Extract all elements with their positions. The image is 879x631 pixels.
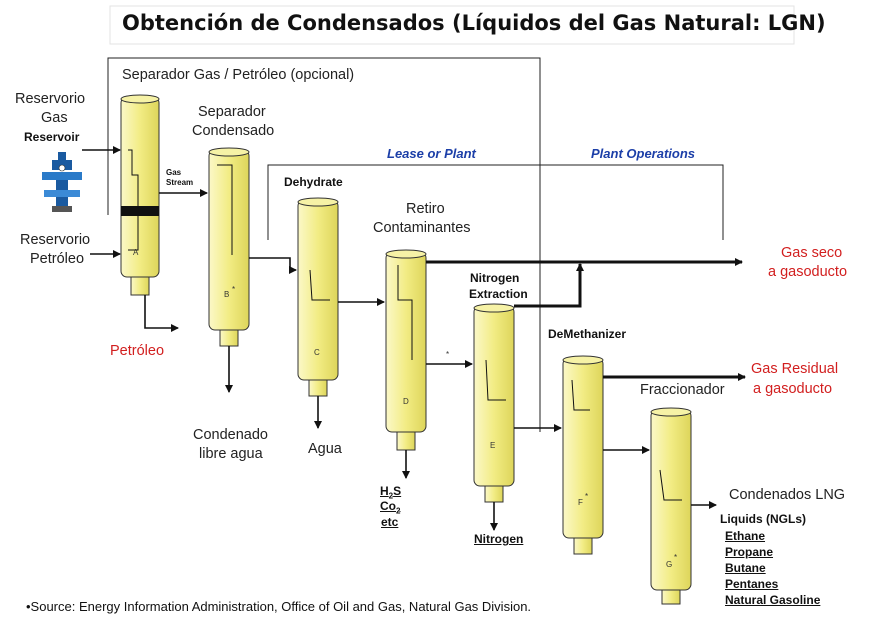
nitrogen-label: Nitrogen	[474, 532, 524, 546]
vessel-a	[120, 94, 160, 296]
vessel-letter-g: G	[666, 560, 673, 569]
vessel-star-b: *	[232, 285, 236, 294]
vessel-letter-b: B	[224, 290, 230, 299]
liquid-propane: Propane	[725, 545, 774, 559]
liquid-natural-gasoline: Natural Gasoline	[725, 593, 821, 607]
dehydrate-label: Dehydrate	[284, 175, 343, 189]
condensados-lng-label: Condenados LNG	[729, 487, 846, 503]
retiro-label-2: Contaminantes	[373, 220, 471, 236]
co2-subscript: 2	[396, 506, 401, 516]
wellhead-icon	[42, 152, 82, 212]
reservoir-gas-label-1: Reservorio	[15, 91, 86, 107]
demethanizer-label: DeMethanizer	[548, 327, 627, 341]
lease-or-plant-label: Lease or Plant	[387, 146, 476, 161]
fraccionador-label: Fraccionador	[640, 382, 725, 398]
page-title: Obtención de Condensados (Líquidos del G…	[122, 11, 826, 35]
nitrogen-extraction-label-1: Nitrogen	[470, 271, 520, 285]
reservoir-oil-label-2: Petróleo	[30, 251, 85, 267]
plant-operations-label: Plant Operations	[591, 146, 696, 161]
title-box	[109, 5, 795, 45]
vessel-star-f: *	[585, 492, 589, 501]
vessel-star-g: *	[674, 553, 678, 562]
gas-stream-label-1: Gas	[166, 168, 182, 177]
separator-group-label: Separador Gas / Petróleo (opcional)	[122, 67, 355, 83]
source-note: •Source: Energy Information Administrati…	[26, 599, 532, 614]
etc-label: etc	[381, 515, 399, 529]
vessel-letter-a: A	[133, 248, 139, 257]
retiro-label-1: Retiro	[406, 201, 445, 217]
reservoir-gas-label-2: Gas	[41, 110, 68, 126]
gas-seco-label-2: a gasoducto	[768, 264, 848, 280]
gas-stream-label-2: Stream	[166, 178, 194, 187]
petroleo-label: Petróleo	[110, 343, 165, 359]
vessel-c	[297, 197, 339, 397]
vessel-letter-f: F	[578, 498, 583, 507]
vessel-f	[562, 355, 604, 555]
h2s-text: H	[380, 484, 389, 498]
flow-lines	[82, 146, 746, 531]
nitrogen-extraction-label-2: Extraction	[469, 287, 528, 301]
co2-label: Co2	[380, 499, 401, 516]
vessel-letter-c: C	[314, 348, 320, 357]
co2-text: Co	[380, 499, 396, 513]
liquid-butane: Butane	[725, 561, 766, 575]
flow-star-de: *	[446, 350, 450, 359]
gas-residual-label-1: Gas Residual	[751, 361, 839, 377]
vessel-letter-d: D	[403, 397, 409, 406]
reservoir-en-label: Reservoir	[24, 130, 80, 144]
separator-group-frame	[107, 57, 541, 432]
sep-cond-label-2: Condensado	[192, 123, 275, 139]
condenado-label-1: Condenado	[193, 427, 268, 443]
liquid-ethane: Ethane	[725, 529, 766, 543]
reservoir-oil-label-1: Reservorio	[20, 232, 91, 248]
vessel-e	[473, 303, 515, 503]
h2s-label: H2S	[380, 484, 402, 501]
vessel-g	[650, 407, 692, 605]
h2s-text-end: S	[393, 484, 402, 498]
lease-plant-frame	[267, 164, 724, 240]
gas-seco-label-1: Gas seco	[781, 245, 843, 261]
h2s-subscript: 2	[388, 491, 394, 501]
vessel-b	[208, 147, 250, 347]
gas-residual-label-2: a gasoducto	[753, 381, 833, 397]
liquid-pentanes: Pentanes	[725, 577, 779, 591]
agua-label: Agua	[308, 441, 342, 457]
liquids-title: Liquids (NGLs)	[720, 512, 806, 526]
sep-cond-label-1: Separador	[198, 104, 266, 120]
condenado-label-2: libre agua	[199, 446, 263, 462]
vessel-letter-e: E	[490, 441, 496, 450]
vessel-d	[385, 249, 427, 451]
